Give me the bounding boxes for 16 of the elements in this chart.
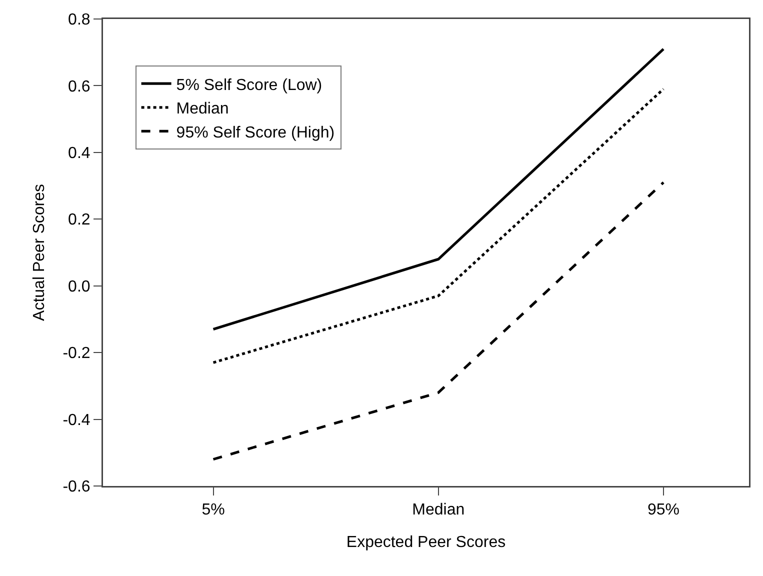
y-tick-label: -0.2 xyxy=(62,345,90,362)
x-tick-label: 95% xyxy=(647,502,680,519)
x-axis-title: Expected Peer Scores xyxy=(346,534,506,552)
x-tick-label: Median xyxy=(412,502,465,519)
legend-label: 5% Self Score (Low) xyxy=(176,76,322,94)
y-tick-label: 0.6 xyxy=(68,78,90,96)
y-tick-label: 0.8 xyxy=(68,12,90,29)
legend-label: Median xyxy=(176,100,229,118)
legend-label: 95% Self Score (High) xyxy=(176,124,335,142)
y-tick-label: -0.6 xyxy=(62,478,90,496)
y-axis-title: Actual Peer Scores xyxy=(30,184,48,321)
y-tick-label: -0.4 xyxy=(62,412,90,429)
y-tick-label: 0.2 xyxy=(68,212,90,229)
x-tick-label: 5% xyxy=(202,502,225,519)
y-tick-label: 0.0 xyxy=(68,278,90,296)
y-tick-label: 0.4 xyxy=(68,145,90,162)
